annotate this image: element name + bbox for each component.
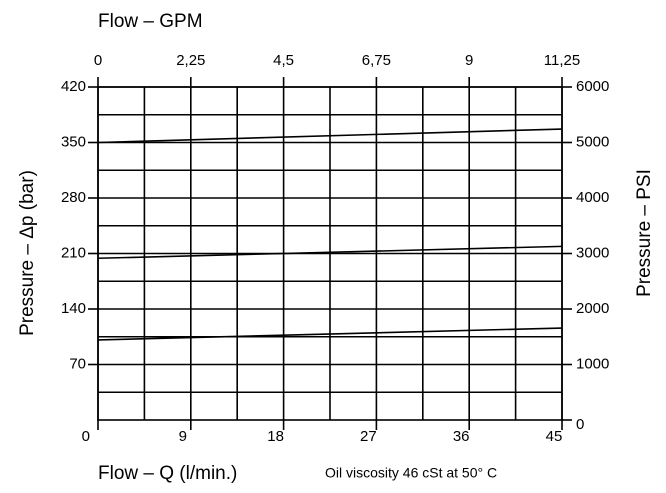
y-tick-label: 140 bbox=[61, 300, 86, 317]
y-tick-label: 420 bbox=[61, 78, 86, 95]
x-tick-label: 0 bbox=[82, 428, 90, 445]
y-tick-label: 280 bbox=[61, 189, 86, 206]
data-line bbox=[97, 327, 563, 341]
y2-tick-label: 3000 bbox=[576, 244, 609, 261]
x2-tick-label: 4,5 bbox=[273, 52, 294, 69]
y2-tick-label: 4000 bbox=[576, 189, 609, 206]
y-axis-title: Pressure – Δp (bar) bbox=[17, 170, 38, 336]
x-tick-label: 18 bbox=[267, 428, 284, 445]
y-tick-label: 350 bbox=[61, 133, 86, 150]
x2-tick-label: 2,25 bbox=[176, 52, 205, 69]
y2-tick-label: 0 bbox=[576, 416, 584, 433]
data-line bbox=[97, 245, 563, 260]
y2-tick-label: 1000 bbox=[576, 355, 609, 372]
x2-tick-label: 0 bbox=[94, 52, 102, 69]
x-tick-label: 36 bbox=[453, 428, 470, 445]
x-tick-label: 9 bbox=[179, 428, 187, 445]
x-tick-label: 27 bbox=[360, 428, 377, 445]
x2-tick-label: 9 bbox=[465, 52, 473, 69]
y2-tick-label: 2000 bbox=[576, 300, 609, 317]
x2-tick-label: 6,75 bbox=[362, 52, 391, 69]
y2-tick-label: 6000 bbox=[576, 78, 609, 95]
y2-tick-label: 5000 bbox=[576, 133, 609, 150]
x2-tick-label: 11,25 bbox=[544, 52, 580, 69]
y-tick-label: 70 bbox=[69, 355, 86, 372]
x-axis-title: Flow – Q (l/min.) bbox=[98, 463, 237, 484]
x2-axis-title: Flow – GPM bbox=[98, 11, 203, 32]
annotation: Oil viscosity 46 cSt at 50° C bbox=[325, 465, 497, 481]
x-tick-label: 45 bbox=[546, 428, 563, 445]
data-line bbox=[97, 128, 563, 144]
y2-axis-title: Pressure – PSI bbox=[634, 169, 655, 297]
y-tick-label: 210 bbox=[61, 244, 86, 261]
